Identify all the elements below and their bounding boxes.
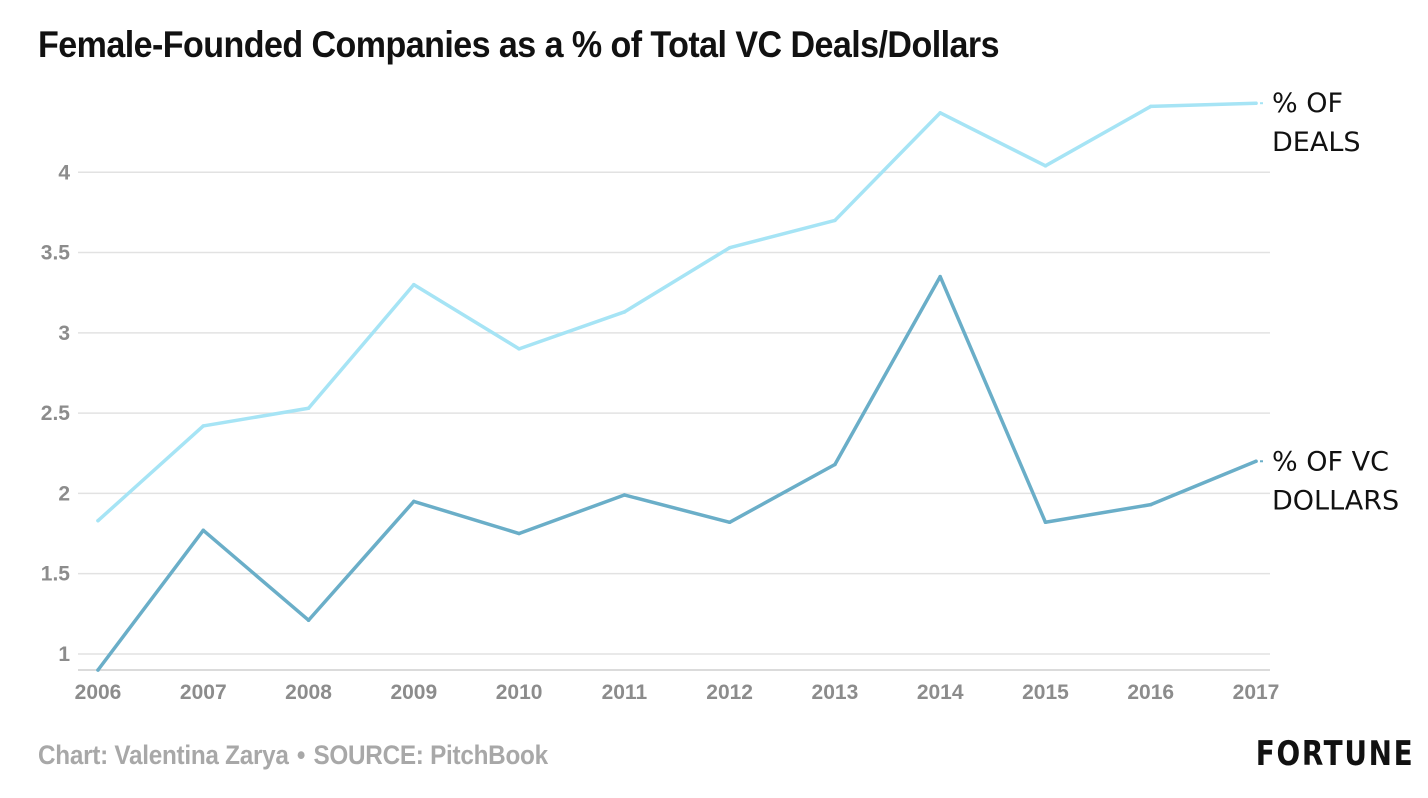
series-line-2	[96, 274, 1258, 672]
credit-separator: •	[296, 740, 306, 770]
y-tick-label: 2.5	[41, 402, 71, 425]
data-point	[1254, 459, 1258, 464]
series-label-line: % OF VC	[1272, 446, 1389, 477]
y-axis-ticks: 1 1.5 2 2.5 3 3.5 4	[41, 161, 71, 666]
data-point	[1148, 502, 1153, 507]
x-tick-label: 2009	[390, 681, 437, 704]
data-point	[412, 282, 416, 287]
data-point	[1043, 520, 1048, 525]
x-tick-label: 2017	[1233, 681, 1280, 704]
data-point	[622, 493, 627, 497]
series-label-line: % OF	[1272, 88, 1343, 119]
y-tick-label: 1.5	[41, 563, 71, 586]
y-tick-label: 3	[58, 322, 70, 345]
data-point	[833, 462, 837, 467]
chart-credit: Chart: Valentina Zarya • SOURCE: PitchBo…	[38, 740, 548, 771]
x-tick-label: 2011	[602, 681, 648, 704]
data-point	[517, 531, 521, 536]
data-point	[1254, 101, 1258, 105]
x-tick-label: 2007	[180, 681, 227, 704]
data-point	[727, 520, 732, 525]
data-point	[412, 499, 416, 504]
x-tick-label: 2010	[496, 681, 543, 704]
data-point	[201, 424, 206, 428]
data-point	[201, 528, 206, 533]
series-lines	[96, 101, 1266, 672]
series-label-2: % OF VC DOLLARS	[1272, 446, 1399, 516]
x-tick-label: 2012	[706, 681, 753, 704]
series-label-1: % OF DEALS	[1272, 88, 1361, 158]
data-point	[833, 218, 837, 223]
y-tick-label: 3.5	[41, 242, 71, 265]
series-label-line: DOLLARS	[1272, 485, 1399, 516]
data-point	[622, 310, 627, 314]
chart-author: Chart: Valentina Zarya	[38, 740, 289, 770]
data-point	[517, 347, 521, 351]
data-point	[306, 618, 311, 622]
gridlines	[78, 171, 1270, 671]
series-line-1	[96, 101, 1258, 523]
data-point	[306, 406, 311, 411]
data-point	[1043, 164, 1048, 168]
y-tick-label: 4	[58, 161, 70, 184]
data-point	[1148, 104, 1153, 109]
data-point	[938, 111, 942, 115]
x-tick-label: 2014	[917, 681, 964, 704]
x-tick-label: 2006	[75, 681, 122, 704]
chart-title: Female-Founded Companies as a % of Total…	[38, 24, 1000, 65]
x-tick-label: 2015	[1022, 681, 1069, 704]
x-tick-label: 2013	[812, 681, 859, 704]
x-tick-label: 2016	[1127, 681, 1174, 704]
x-tick-label: 2008	[285, 681, 332, 704]
series-label-line: DEALS	[1272, 127, 1361, 158]
x-axis-ticks: 2006 2007 2008 2009 2010 2011 2012 2013 2014 2015…	[75, 681, 1280, 704]
y-tick-label: 1	[58, 643, 70, 666]
data-point	[938, 274, 942, 279]
data-point	[727, 245, 732, 250]
data-point	[96, 518, 100, 523]
series-labels: % OF DEALS % OF VC DOLLARS	[1272, 88, 1399, 516]
y-tick-label: 2	[58, 482, 70, 505]
chart-source: SOURCE: PitchBook	[313, 740, 548, 770]
fortune-logo: FORTUNE	[1255, 734, 1414, 774]
data-point	[96, 668, 100, 672]
